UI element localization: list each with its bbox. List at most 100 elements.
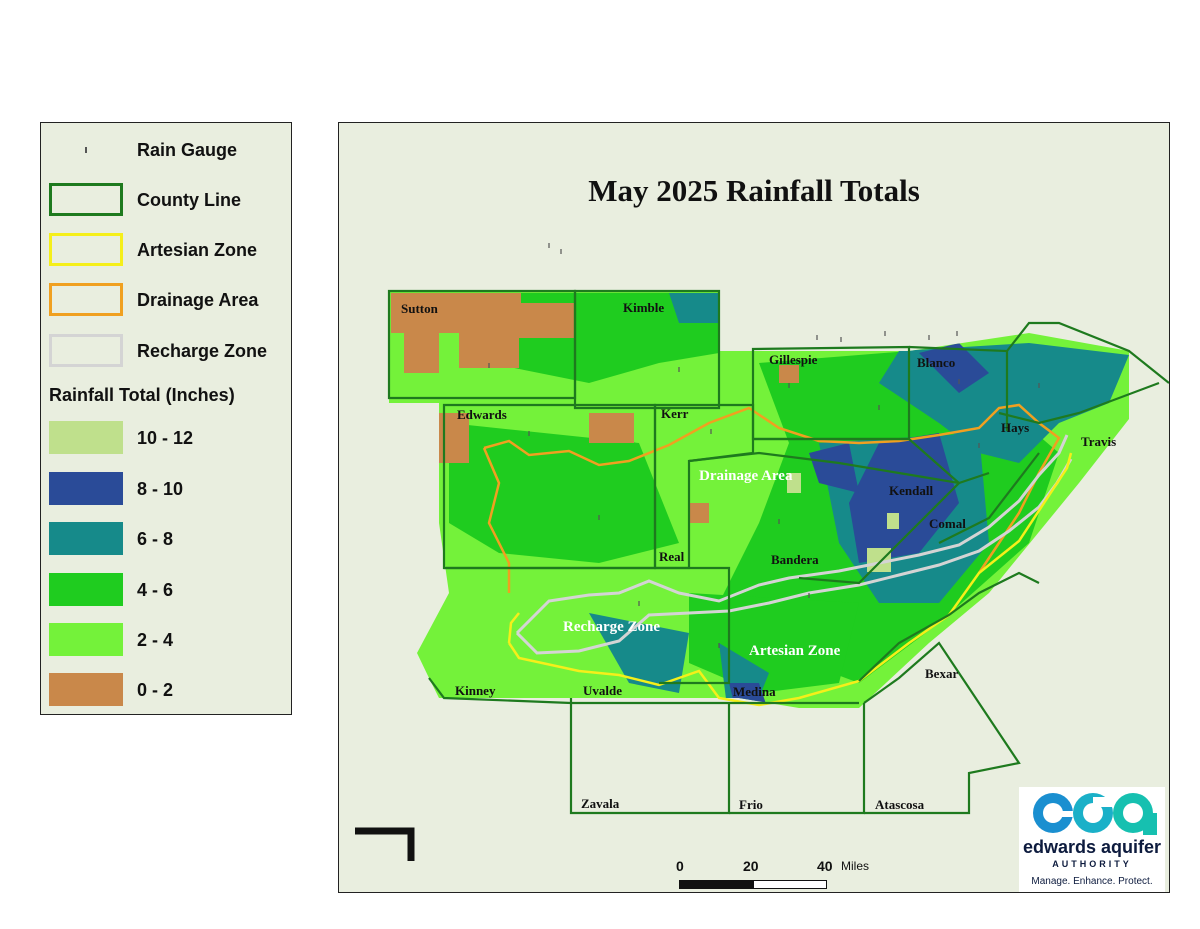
legend-class-0-2: 0 - 2 [41, 671, 291, 711]
county-real-bandera-line [444, 566, 731, 685]
raster-0-2-h [779, 365, 799, 383]
map-canvas [355, 243, 1169, 861]
legend-class-6-8: 6 - 8 [41, 520, 291, 560]
class-swatch [49, 673, 123, 706]
raster-0-2-g [689, 503, 709, 523]
zone-label-artesian-zone: Artesian Zone [749, 643, 841, 659]
county-label-gillespie: Gillespie [769, 352, 818, 367]
rainfall-raster [389, 291, 1129, 708]
drainage-area-north [483, 403, 1061, 574]
class-swatch [49, 421, 123, 454]
legend-class-10-12: 10 - 12 [41, 419, 291, 459]
county-label-frio: Frio [739, 797, 763, 812]
legend-item-rain-gauge: Rain Gauge [41, 131, 291, 171]
scale-tick-20: 20 [743, 858, 759, 874]
class-swatch [49, 522, 123, 555]
legend-label: Drainage Area [137, 290, 259, 310]
county-kimble-line [573, 289, 721, 410]
legend-item-recharge-zone: Recharge Zone [41, 332, 291, 372]
raster-10-12-b [787, 473, 801, 493]
raster-0-2-b [404, 333, 439, 373]
county-label-hays: Hays [1001, 420, 1030, 435]
legend-class-8-10: 8 - 10 [41, 470, 291, 510]
county-travis-line [1006, 321, 1169, 384]
raster-4-6-west [449, 423, 679, 563]
raster-0-2-c [459, 323, 519, 368]
county-line-swatch [49, 183, 123, 216]
county-bexar-line [858, 571, 1040, 682]
county-atascosa-line [863, 641, 1021, 815]
county-label-real: Real [659, 549, 685, 564]
county-label-medina: Medina [733, 684, 776, 699]
north-arrow-icon [355, 827, 415, 861]
legend-item-county-line: County Line [41, 181, 291, 221]
scale-unit: Miles [841, 859, 870, 873]
legend-class-2-4: 2 - 4 [41, 621, 291, 661]
artesian-zone-swatch [49, 233, 123, 266]
class-swatch [49, 472, 123, 505]
county-label-atascosa: Atascosa [875, 797, 925, 812]
county-label-edwards: Edwards [457, 407, 507, 422]
legend-label: 8 - 10 [137, 479, 184, 499]
raster-6-8-south [589, 613, 689, 693]
recharge-zone-north [515, 434, 1069, 635]
county-label-comal: Comal [929, 516, 966, 531]
raster-8-10-blanco [919, 343, 989, 393]
eaa-logo: edwards aquifer AUTHORITY Manage. Enhanc… [1019, 787, 1165, 892]
county-zavala-line [569, 698, 731, 815]
legend-label: 0 - 2 [137, 680, 174, 700]
scale-bar: 0 20 40 Miles [676, 858, 879, 892]
county-label-kinney: Kinney [455, 683, 496, 698]
zone-label-recharge-zone: Recharge Zone [563, 619, 661, 635]
logo-tagline: Manage. Enhance. Protect. [1031, 876, 1153, 887]
county-label-zavala: Zavala [581, 796, 620, 811]
legend-label: 6 - 8 [137, 529, 174, 549]
scale-tick-40: 40 [817, 858, 833, 874]
class-swatch [49, 573, 123, 606]
scale-bar-white [753, 880, 827, 889]
legend-label: Artesian Zone [137, 240, 258, 260]
legend-item-artesian-zone: Artesian Zone [41, 231, 291, 271]
raster-8-10-a [809, 443, 859, 493]
legend-class-4-6: 4 - 6 [41, 571, 291, 611]
class-swatch [49, 623, 123, 656]
county-label-blanco: Blanco [917, 355, 956, 370]
legend-label: Rain Gauge [137, 140, 238, 160]
county-label-travis: Travis [1081, 434, 1117, 449]
logo-name: edwards aquifer [1022, 837, 1162, 857]
artesian-zone-boundary [507, 452, 1073, 707]
rain-gauge-icon [85, 147, 87, 153]
county-label-kimble: Kimble [623, 300, 665, 315]
county-comal-line [938, 452, 1040, 544]
rain-gauges [488, 243, 1040, 648]
county-label-uvalde: Uvalde [583, 683, 622, 698]
scale-bar-black [679, 880, 753, 889]
county-hays-line [998, 381, 1160, 425]
drainage-area-west [482, 447, 511, 593]
raster-10-12-c [887, 513, 899, 529]
zone-label-drainage-area: Drainage Area [699, 468, 793, 484]
drainage-area-swatch [49, 283, 123, 316]
eaa-logo-mark-icon [1033, 793, 1157, 835]
legend-label: 10 - 12 [137, 428, 194, 448]
county-label-bandera: Bandera [771, 552, 819, 567]
county-label-kerr: Kerr [661, 406, 689, 421]
map-title: May 2025 Rainfall Totals [588, 173, 920, 208]
recharge-zone-swatch [49, 334, 123, 367]
map-legend: Rain Gauge County Line Artesian Zone Dra… [40, 122, 292, 715]
county-label-bexar: Bexar [925, 666, 959, 681]
legend-label: Recharge Zone [137, 341, 268, 361]
raster-0-2-f [589, 413, 634, 443]
raster-6-8-kimble [669, 293, 719, 323]
logo-subtitle: AUTHORITY [1052, 859, 1132, 869]
county-label-kendall: Kendall [889, 483, 934, 498]
county-kendall-line [753, 437, 961, 585]
legend-label: 4 - 6 [137, 580, 174, 600]
scale-tick-0: 0 [676, 858, 684, 874]
raster-8-10-kendall [849, 433, 959, 563]
rainfall-map[interactable]: May 2025 Rainfall Totals Sutton Kimble G… [338, 122, 1170, 893]
raster-0-2-d [519, 303, 574, 338]
county-bandera-north-line [688, 451, 990, 485]
legend-label: 2 - 4 [137, 630, 174, 650]
artesian-zone-west [507, 612, 520, 644]
